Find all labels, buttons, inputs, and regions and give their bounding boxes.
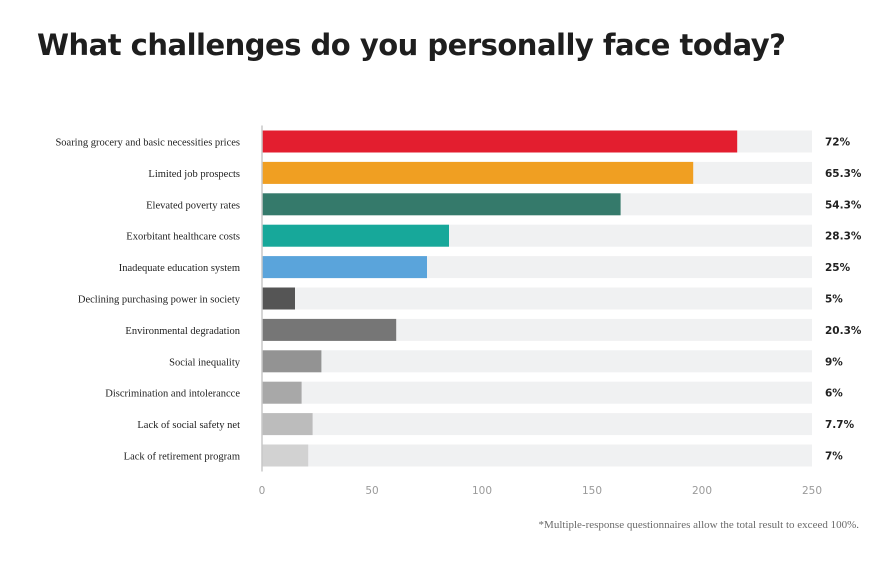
category-label: Lack of retirement program — [124, 452, 240, 463]
bar-track — [262, 318, 812, 341]
value-label: 5% — [825, 294, 843, 306]
bar — [262, 161, 694, 184]
category-label: Inadequate education system — [119, 263, 240, 274]
category-label: Limited job prospects — [148, 169, 240, 180]
x-tick-label: 0 — [259, 485, 266, 497]
bar-track — [262, 381, 812, 404]
bar — [262, 413, 313, 436]
value-label: 7.7% — [825, 419, 855, 431]
bar — [262, 130, 738, 153]
value-label: 20.3% — [825, 325, 862, 337]
x-tick-label: 50 — [365, 485, 378, 497]
x-tick-label: 150 — [582, 485, 602, 497]
category-label: Lack of social safety net — [137, 420, 240, 431]
bar — [262, 381, 302, 404]
bar — [262, 193, 621, 216]
bar-track — [262, 350, 812, 373]
footnote: *Multiple-response questionnaires allow … — [538, 519, 859, 531]
x-tick-label: 250 — [802, 485, 822, 497]
bar — [262, 444, 309, 467]
bar — [262, 350, 322, 373]
category-label: Social inequality — [169, 357, 241, 368]
bar — [262, 287, 295, 310]
bar-track — [262, 287, 812, 310]
category-label: Exorbitant healthcare costs — [126, 232, 240, 243]
x-tick-label: 100 — [472, 485, 492, 497]
x-tick-label: 200 — [692, 485, 712, 497]
value-label: 28.3% — [825, 231, 862, 243]
chart-title: What challenges do you personally face t… — [37, 28, 786, 62]
bar-track — [262, 444, 812, 467]
value-label: 54.3% — [825, 199, 862, 211]
bar — [262, 224, 449, 247]
value-label: 25% — [825, 262, 851, 274]
bar — [262, 256, 427, 279]
category-label: Declining purchasing power in society — [78, 295, 241, 306]
category-label: Environmental degradation — [125, 326, 240, 337]
category-label: Soaring grocery and basic necessities pr… — [55, 138, 240, 149]
value-label: 72% — [825, 137, 851, 149]
category-label: Discrimination and intolerancce — [105, 389, 240, 400]
category-label: Elevated poverty rates — [146, 200, 240, 211]
bar-track — [262, 413, 812, 436]
value-label: 65.3% — [825, 168, 862, 180]
bar — [262, 318, 397, 341]
value-label: 9% — [825, 356, 843, 368]
value-label: 6% — [825, 388, 843, 400]
value-label: 7% — [825, 451, 843, 463]
